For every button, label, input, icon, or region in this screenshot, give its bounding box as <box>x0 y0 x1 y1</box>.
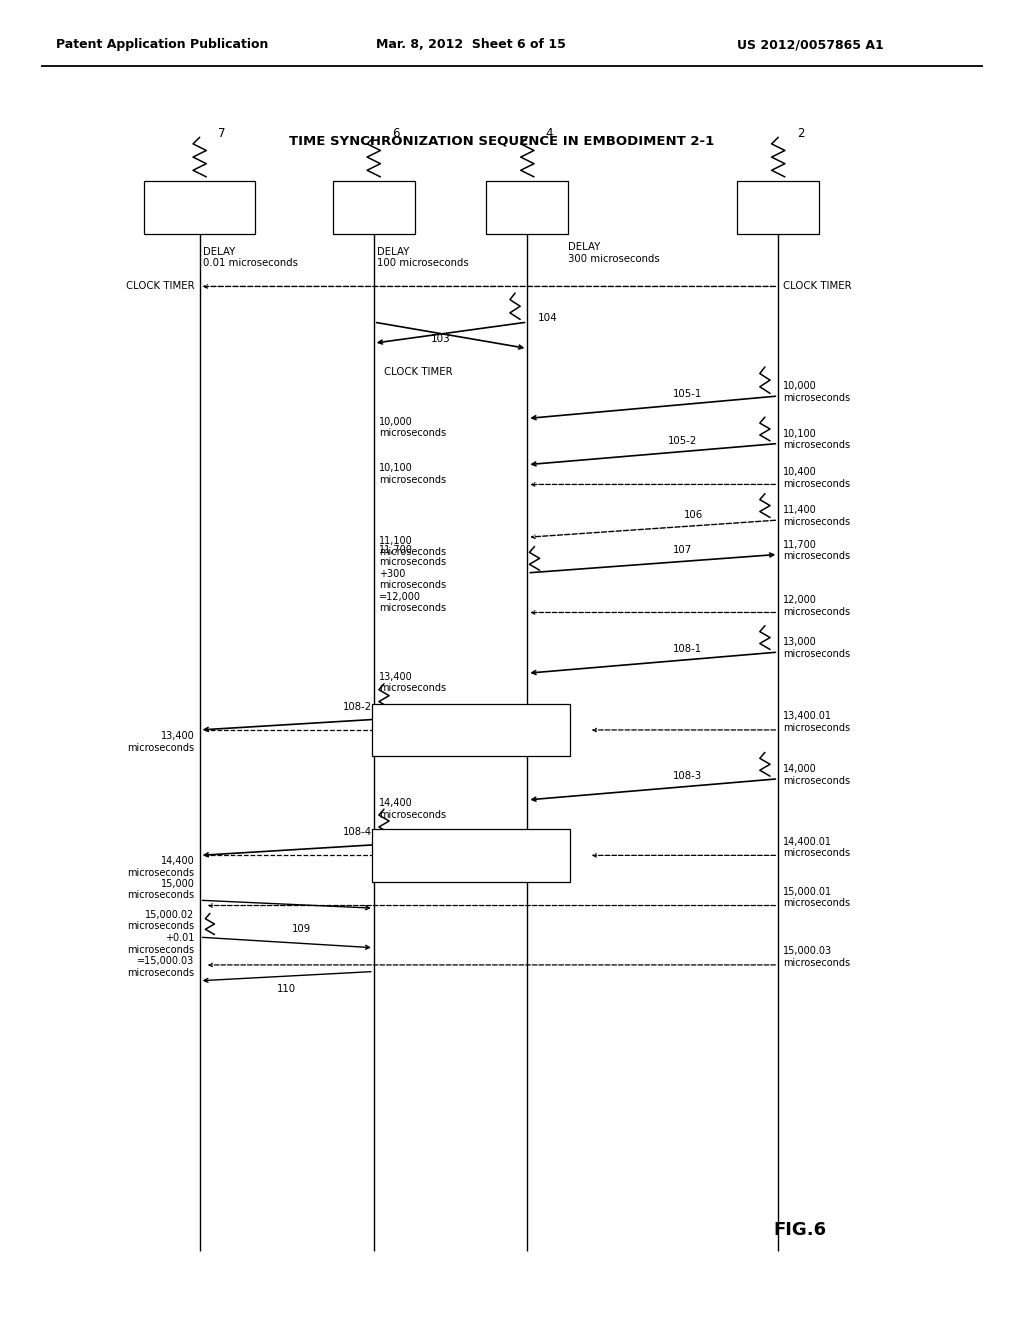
Text: 106: 106 <box>684 511 702 520</box>
Text: 108-4: 108-4 <box>343 828 372 837</box>
Text: 104: 104 <box>538 313 557 323</box>
Text: 11,100
microseconds: 11,100 microseconds <box>379 536 446 557</box>
Text: TIME SYNCHRONIZATION SEQUENCE IN EMBODIMENT 2-1: TIME SYNCHRONIZATION SEQUENCE IN EMBODIM… <box>289 135 715 148</box>
Text: 110: 110 <box>278 985 296 994</box>
Text: US 2012/0057865 A1: US 2012/0057865 A1 <box>737 38 884 51</box>
Text: 14,400.01
microseconds: 14,400.01 microseconds <box>783 837 851 858</box>
Text: 14,400
microseconds: 14,400 microseconds <box>127 857 195 878</box>
Text: 300 microseconds: 300 microseconds <box>568 253 660 264</box>
FancyBboxPatch shape <box>372 829 570 882</box>
FancyBboxPatch shape <box>144 181 255 234</box>
Text: 103: 103 <box>430 334 451 345</box>
Text: 13,000
microseconds: 13,000 microseconds <box>783 638 851 659</box>
Text: 7: 7 <box>218 127 225 140</box>
Text: 14,400
microseconds: 14,400 microseconds <box>379 799 446 820</box>
Text: 6: 6 <box>392 127 399 140</box>
Text: 108-1: 108-1 <box>674 644 702 655</box>
FancyBboxPatch shape <box>486 181 568 234</box>
Text: 13,400
microseconds: 13,400 microseconds <box>127 731 195 752</box>
Text: 10,400
microseconds: 10,400 microseconds <box>783 467 851 488</box>
Text: 11,400
microseconds: 11,400 microseconds <box>783 506 851 527</box>
Text: 10,000
microseconds: 10,000 microseconds <box>379 417 446 438</box>
Text: 13,000 microseconds
→13,400 microseconds
(REWRITE TIME STAMP): 13,000 microseconds →13,400 microseconds… <box>416 711 526 741</box>
Text: CLOCK TIMER: CLOCK TIMER <box>384 367 453 378</box>
Text: DELAY: DELAY <box>377 247 409 257</box>
FancyBboxPatch shape <box>737 181 819 234</box>
Text: 12,000
microseconds: 12,000 microseconds <box>783 595 851 616</box>
Text: 14,000
microseconds: 14,000 microseconds <box>783 764 851 785</box>
Text: CLOCK TIMER: CLOCK TIMER <box>126 281 195 292</box>
Text: 105-1: 105-1 <box>674 389 702 399</box>
Text: BASE
STATION: BASE STATION <box>178 197 221 218</box>
Text: 11,700
microseconds: 11,700 microseconds <box>783 540 851 561</box>
Text: DELAY: DELAY <box>568 242 600 252</box>
Text: DELAY: DELAY <box>203 247 234 257</box>
FancyBboxPatch shape <box>333 181 415 234</box>
Text: 15,000
microseconds: 15,000 microseconds <box>127 879 195 900</box>
FancyBboxPatch shape <box>372 704 570 756</box>
Text: 108-3: 108-3 <box>674 771 702 781</box>
Text: 10,100
microseconds: 10,100 microseconds <box>783 429 851 450</box>
Text: 10,000
microseconds: 10,000 microseconds <box>783 381 851 403</box>
Text: FIG.6: FIG.6 <box>773 1221 826 1239</box>
Text: 15,000.03
microseconds: 15,000.03 microseconds <box>783 946 851 968</box>
Text: 14,000 microseconds
→14,400 microseconds
(REWRITE TIME STAMP): 14,000 microseconds →14,400 microseconds… <box>416 837 526 866</box>
Text: L2SW: L2SW <box>763 202 794 213</box>
Text: OLT: OLT <box>517 202 538 213</box>
Text: CLOCK TIMER: CLOCK TIMER <box>783 281 852 292</box>
Text: 11,700
microseconds
+300
microseconds
=12,000
microseconds: 11,700 microseconds +300 microseconds =1… <box>379 545 446 614</box>
Text: 109: 109 <box>292 924 311 935</box>
Text: 2: 2 <box>797 127 804 140</box>
Text: 107: 107 <box>674 545 692 556</box>
Text: 10,100
microseconds: 10,100 microseconds <box>379 463 446 484</box>
Text: 4: 4 <box>546 127 553 140</box>
Text: 0.01 microseconds: 0.01 microseconds <box>203 257 298 268</box>
Text: 105-2: 105-2 <box>668 436 697 446</box>
Text: ONU: ONU <box>361 202 386 213</box>
Text: 13,400.01
microseconds: 13,400.01 microseconds <box>783 711 851 733</box>
Text: 15,000.02
microseconds
+0.01
microseconds
=15,000.03
microseconds: 15,000.02 microseconds +0.01 microsecond… <box>127 909 195 978</box>
Text: Patent Application Publication: Patent Application Publication <box>56 38 268 51</box>
Text: 13,400
microseconds: 13,400 microseconds <box>379 672 446 693</box>
Text: 100 microseconds: 100 microseconds <box>377 257 469 268</box>
Text: 108-2: 108-2 <box>343 702 372 711</box>
Text: 15,000.01
microseconds: 15,000.01 microseconds <box>783 887 851 908</box>
Text: Mar. 8, 2012  Sheet 6 of 15: Mar. 8, 2012 Sheet 6 of 15 <box>376 38 566 51</box>
